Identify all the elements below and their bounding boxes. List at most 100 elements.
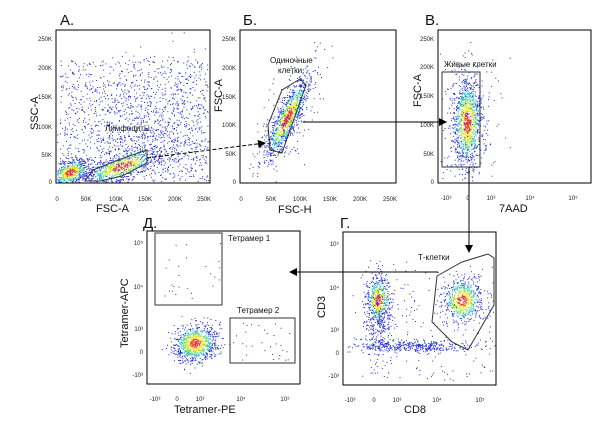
dot: [473, 129, 475, 131]
dot: [80, 90, 82, 92]
dot: [130, 152, 132, 154]
dot: [474, 142, 476, 144]
dot: [70, 157, 72, 159]
dot: [193, 51, 195, 53]
dot: [97, 166, 99, 168]
gate-single-cells[interactable]: [267, 78, 307, 154]
dot: [472, 180, 474, 182]
dot: [95, 66, 97, 67]
dot: [78, 175, 80, 177]
dot: [282, 133, 284, 135]
dot: [85, 171, 87, 173]
dot: [257, 153, 259, 155]
dot: [170, 64, 171, 66]
dot: [145, 166, 147, 168]
dot: [294, 106, 296, 108]
dot: [204, 98, 206, 100]
dot: [97, 125, 99, 127]
dot: [104, 174, 106, 176]
dot: [472, 122, 474, 124]
dot: [307, 98, 309, 100]
dot: [154, 158, 156, 160]
dot: [123, 95, 125, 97]
dot: [290, 151, 292, 153]
dot: [457, 103, 459, 104]
dot: [473, 146, 475, 148]
dot: [455, 74, 457, 76]
dot: [163, 135, 165, 137]
dot: [110, 164, 112, 166]
dot: [469, 96, 471, 97]
dot: [275, 137, 277, 139]
dot: [88, 114, 90, 116]
dot: [287, 134, 289, 136]
gate-lymphocytes[interactable]: [84, 149, 148, 182]
dot: [199, 71, 201, 73]
dot: [121, 139, 123, 141]
dot: [178, 136, 179, 138]
dot: [266, 151, 268, 153]
dot: [127, 72, 129, 74]
dot: [58, 180, 60, 182]
dot: [98, 162, 100, 164]
dot: [471, 124, 473, 126]
dot: [141, 166, 143, 168]
dot: [65, 172, 67, 174]
dot: [107, 171, 109, 173]
dot: [475, 131, 476, 133]
dot: [113, 170, 115, 172]
dot: [135, 157, 137, 158]
dot: [99, 130, 101, 132]
dot: [71, 169, 73, 171]
dot: [461, 139, 463, 141]
dot: [90, 74, 92, 75]
dot: [131, 150, 133, 152]
dot: [475, 107, 477, 109]
dot: [162, 118, 164, 120]
dot: [88, 163, 90, 165]
dot: [175, 161, 177, 163]
dot: [456, 140, 458, 142]
dot: [302, 72, 304, 74]
gate-label-single-cells-line1: Одиночные: [270, 56, 313, 65]
dot: [128, 178, 130, 180]
dot: [161, 67, 163, 69]
dot: [107, 173, 109, 175]
dot: [148, 95, 149, 97]
dot: [467, 138, 469, 140]
dot: [473, 76, 475, 78]
dot: [173, 98, 175, 100]
dot: [291, 110, 293, 112]
dot: [95, 107, 96, 108]
dot: [301, 86, 303, 88]
dot: [66, 168, 68, 169]
dot: [298, 85, 300, 87]
dot: [141, 157, 143, 159]
dot: [76, 120, 78, 122]
dot: [187, 170, 189, 172]
dot: [93, 169, 95, 171]
dot: [151, 148, 153, 150]
dot: [158, 123, 160, 125]
dot: [286, 132, 288, 133]
dot: [114, 155, 116, 156]
dot: [135, 166, 137, 168]
dot: [106, 132, 108, 134]
dot: [76, 157, 78, 159]
dot: [72, 168, 74, 169]
dot: [461, 106, 463, 107]
dot: [254, 156, 256, 158]
dot: [269, 144, 271, 146]
dot: [108, 85, 110, 87]
dot: [193, 176, 195, 177]
dot: [297, 96, 299, 98]
dot: [120, 162, 122, 164]
dot: [472, 89, 474, 90]
dot: [291, 105, 292, 106]
dot: [296, 90, 298, 92]
dot: [60, 123, 61, 125]
dot: [78, 167, 79, 169]
dot: [469, 127, 471, 129]
dot: [271, 152, 273, 154]
dot: [95, 124, 97, 126]
